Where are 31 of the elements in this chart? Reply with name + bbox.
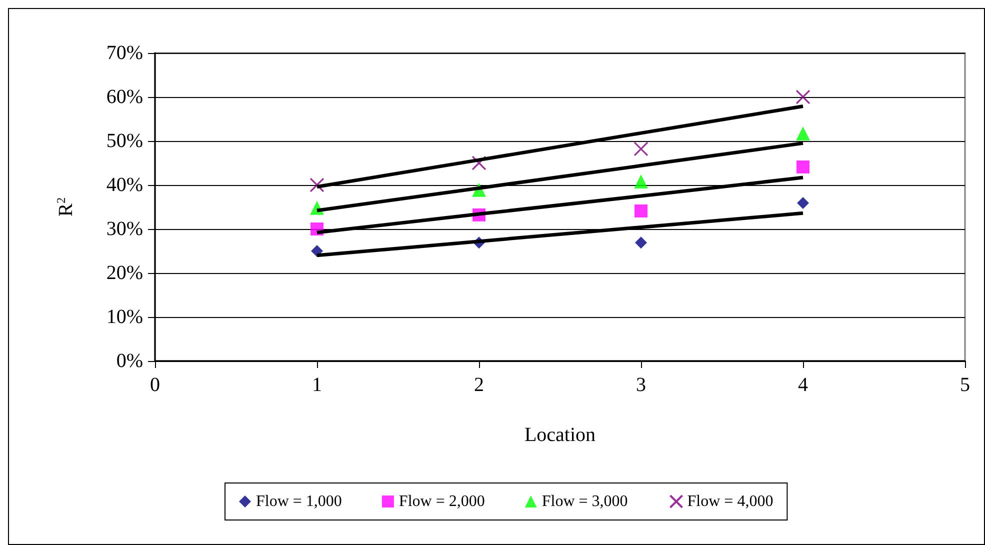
legend-label: Flow = 3,000 <box>542 493 628 510</box>
x-tick-label: 5 <box>960 374 970 396</box>
point <box>310 178 324 192</box>
legend-label: Flow = 2,000 <box>398 493 485 510</box>
point <box>634 204 648 218</box>
x-tick-label: 1 <box>312 374 322 396</box>
point <box>635 236 647 249</box>
y-tick-label: 0% <box>116 350 143 372</box>
point <box>634 142 648 156</box>
point <box>634 174 648 188</box>
point <box>796 126 810 141</box>
y-tick-label: 70% <box>106 42 143 64</box>
point <box>797 197 809 210</box>
y-axis-title: R2 <box>54 197 77 217</box>
point <box>796 90 810 104</box>
y-tick-label: 10% <box>106 306 143 328</box>
y-tick-label: 60% <box>106 86 143 108</box>
legend-label: Flow = 1,000 <box>256 493 342 510</box>
x-tick-label: 4 <box>798 374 808 396</box>
x-axis-title: Location <box>524 424 596 446</box>
point <box>311 245 323 257</box>
y-tick-label: 20% <box>106 262 143 284</box>
point <box>796 160 810 174</box>
y-tick-label: 40% <box>106 174 143 196</box>
x-tick-label: 3 <box>636 374 646 396</box>
point <box>472 156 486 170</box>
y-tick-label: 30% <box>106 218 143 240</box>
x-tick-label: 2 <box>474 374 484 396</box>
legend-label: Flow = 4,000 <box>687 493 774 510</box>
y-tick-label: 50% <box>106 130 143 152</box>
x-tick-label: 0 <box>150 374 160 396</box>
